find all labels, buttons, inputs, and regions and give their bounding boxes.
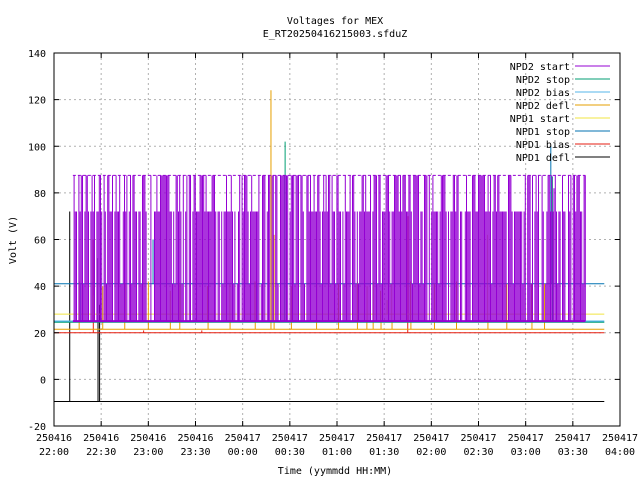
y-tick-label: 40	[34, 282, 46, 293]
x-tick-time: 04:00	[605, 447, 635, 458]
y-tick-label: 60	[34, 236, 46, 247]
x-tick-date: 250417	[272, 433, 308, 444]
y-axis-ticks: 140 120 100 80 60 40 20 0 -20	[28, 49, 620, 433]
x-tick-time: 23:00	[133, 447, 163, 458]
x-tick-time: 02:30	[463, 447, 493, 458]
x-tick-date: 250417	[366, 433, 402, 444]
x-tick-time: 00:30	[275, 447, 305, 458]
x-tick-date: 250417	[508, 433, 544, 444]
legend-label: NPD2 defl	[516, 101, 570, 112]
legend: NPD2 start NPD2 stop NPD2 bias NPD2 defl NPD…	[510, 62, 610, 164]
x-tick-time: 22:00	[39, 447, 69, 458]
y-tick-label: 100	[28, 142, 46, 153]
x-tick-date: 250417	[460, 433, 496, 444]
x-tick-date: 250416	[83, 433, 119, 444]
x-tick-date: 250416	[36, 433, 72, 444]
legend-label: NPD1 start	[510, 114, 570, 125]
legend-label: NPD2 stop	[516, 75, 570, 86]
y-tick-label: 120	[28, 96, 46, 107]
x-tick-date: 250417	[555, 433, 591, 444]
x-tick-date: 250417	[225, 433, 261, 444]
y-axis-label: Volt (V)	[8, 216, 19, 264]
y-tick-label: 20	[34, 329, 46, 340]
legend-label: NPD2 start	[510, 62, 570, 73]
x-tick-time: 01:00	[322, 447, 352, 458]
x-tick-date: 250417	[319, 433, 355, 444]
x-tick-date: 250416	[177, 433, 213, 444]
y-tick-label: 140	[28, 49, 46, 60]
legend-label: NPD1 bias	[516, 140, 570, 151]
x-axis-label: Time (yymmdd HH:MM)	[278, 466, 392, 477]
legend-label: NPD2 bias	[516, 88, 570, 99]
series-layer	[54, 90, 605, 403]
legend-label: NPD1 stop	[516, 127, 570, 138]
x-tick-time: 01:30	[369, 447, 399, 458]
y-tick-label: -20	[28, 422, 46, 433]
y-tick-label: 80	[34, 189, 46, 200]
x-tick-date: 250417	[413, 433, 449, 444]
chart-subtitle: E_RT20250416215003.sfduZ	[263, 29, 408, 40]
chart-title: Voltages for MEX	[287, 16, 383, 27]
x-tick-date: 250416	[130, 433, 166, 444]
x-tick-time: 00:00	[228, 447, 258, 458]
x-tick-time: 23:30	[180, 447, 210, 458]
x-axis-ticks: 250416 22:00 250416 22:30 250416 23:00 250416 2…	[36, 53, 638, 458]
series-npd2-start	[72, 174, 586, 323]
x-tick-time: 02:00	[416, 447, 446, 458]
x-tick-time: 03:00	[511, 447, 541, 458]
x-tick-date: 250417	[602, 433, 638, 444]
legend-label: NPD1 defl	[516, 153, 570, 164]
x-tick-time: 03:30	[558, 447, 588, 458]
series-band	[73, 175, 586, 322]
x-tick-time: 22:30	[86, 447, 116, 458]
y-tick-label: 0	[40, 375, 46, 386]
